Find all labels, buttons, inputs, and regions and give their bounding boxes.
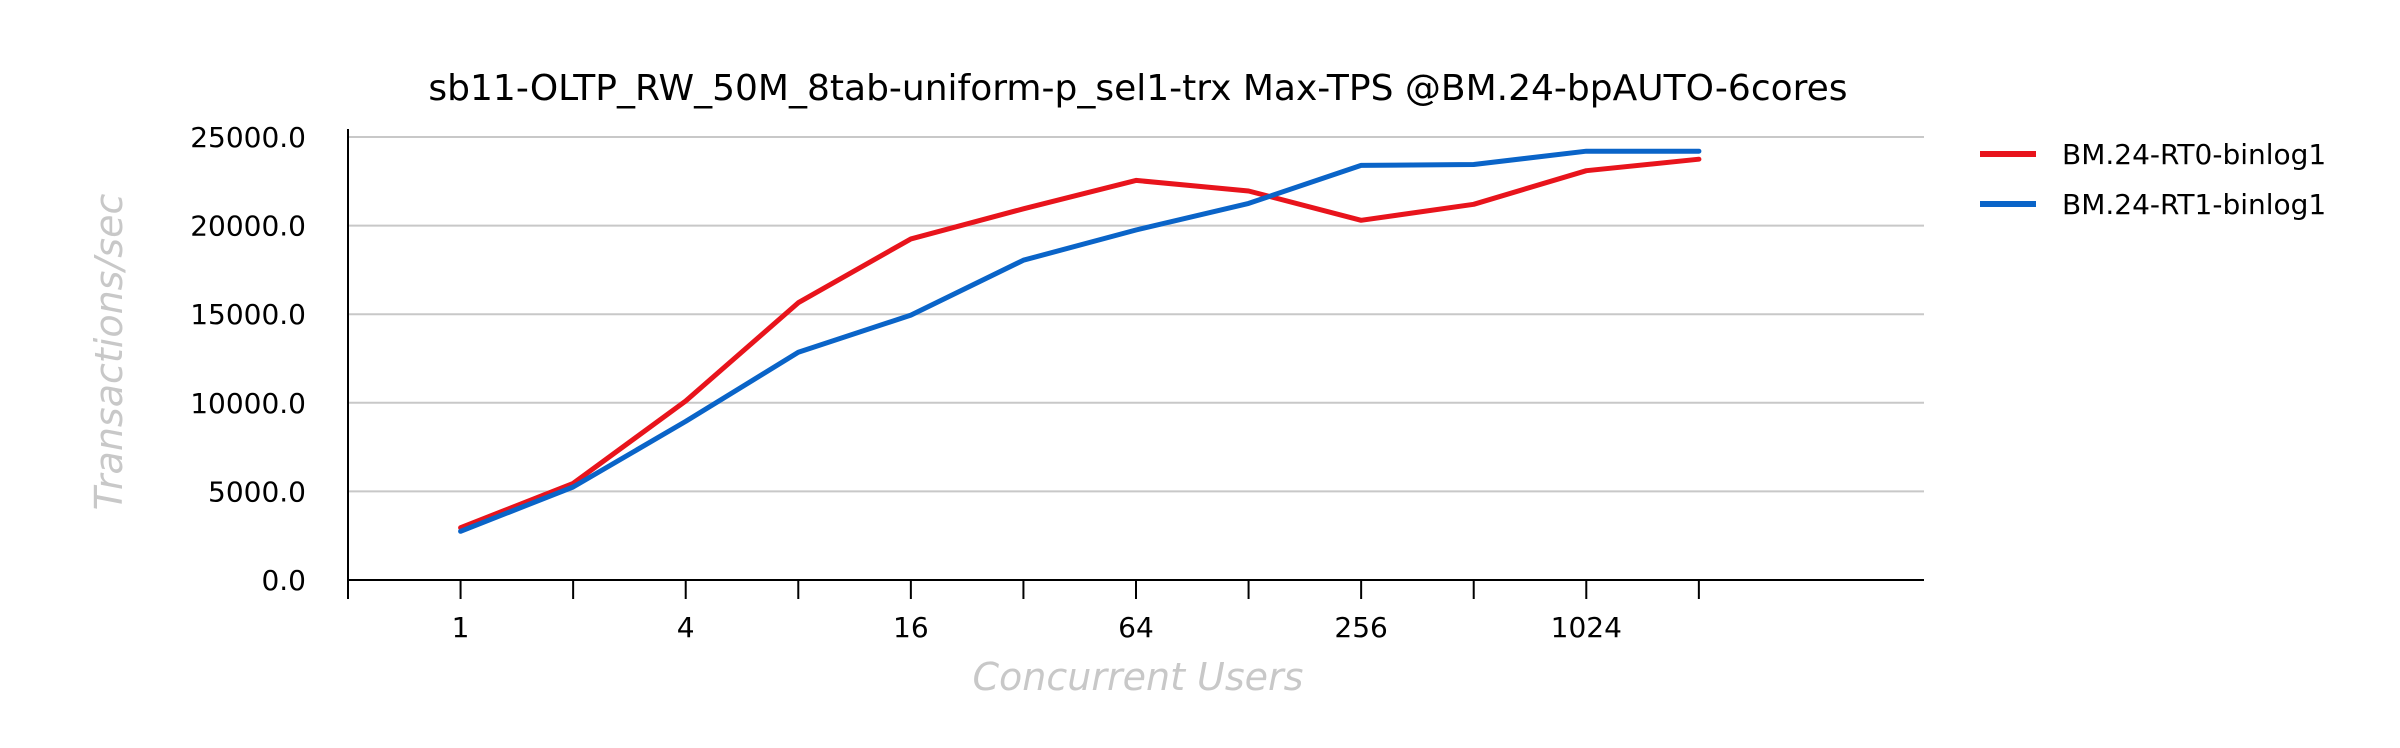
series-line-2 xyxy=(458,148,1702,534)
y-tick-label: 20000.0 xyxy=(190,210,306,243)
y-tick-label: 25000.0 xyxy=(190,121,306,154)
chart-title: sb11-OLTP_RW_50M_8tab-uniform-p_sel1-trx… xyxy=(428,68,1847,109)
x-tick-label: 16 xyxy=(893,611,929,644)
series-line-1 xyxy=(458,156,1702,531)
y-tick-label: 0.0 xyxy=(261,564,306,597)
y-axis-title: Transactions/sec xyxy=(87,194,131,511)
y-tick-label: 10000.0 xyxy=(190,387,306,420)
legend: BM.24-RT0-binlog1 BM.24-RT1-binlog1 xyxy=(1980,138,2326,221)
y-tick-label: 5000.0 xyxy=(208,475,306,508)
grid-lines xyxy=(348,136,1924,493)
x-tick-label: 1024 xyxy=(1551,611,1622,644)
y-tick-label: 15000.0 xyxy=(190,298,306,331)
x-tick-label: 256 xyxy=(1334,611,1387,644)
x-tick-label: 64 xyxy=(1118,611,1154,644)
axes: 0.0 5000.0 10000.0 15000.0 20000.0 25000.0 1 4 1… xyxy=(190,121,1924,644)
x-axis-title: Concurrent Users xyxy=(973,655,1304,699)
x-tick-label: 4 xyxy=(677,611,695,644)
x-tick-label: 1 xyxy=(452,611,470,644)
series-lines xyxy=(458,148,1702,534)
legend-label: BM.24-RT0-binlog1 xyxy=(2062,138,2326,171)
legend-label: BM.24-RT1-binlog1 xyxy=(2062,188,2326,221)
